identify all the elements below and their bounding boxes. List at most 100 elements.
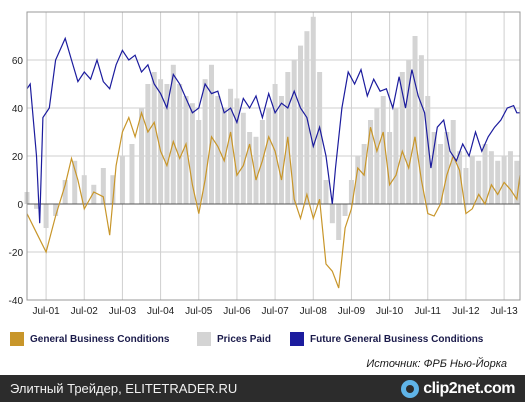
x-tick-label: Jul-02 xyxy=(71,306,99,317)
series-line-general-business-conditions xyxy=(26,110,521,289)
y-tick-label: 60 xyxy=(12,56,24,67)
prices-paid-bar xyxy=(310,16,316,204)
prices-paid-bar xyxy=(431,132,437,204)
prices-paid-bar xyxy=(91,184,97,204)
prices-paid-bar xyxy=(253,136,259,204)
prices-paid-bar xyxy=(53,204,59,216)
prices-paid-bar xyxy=(272,84,278,204)
x-tick-label: Jul-09 xyxy=(338,306,366,317)
x-tick-label: Jul-04 xyxy=(147,306,175,317)
prices-paid-bar xyxy=(406,60,412,204)
chart: -40 -20 0 20 40 60 Jul-01 Jul-02 Jul-03 Jul-04 Jul… xyxy=(9,11,521,317)
prices-paid-bar xyxy=(139,108,145,204)
prices-paid-bar xyxy=(189,103,195,204)
prices-paid-bar xyxy=(110,175,116,204)
prices-paid-bar xyxy=(323,180,329,204)
x-tick-label: Jul-03 xyxy=(109,306,137,317)
prices-paid-bar xyxy=(482,144,488,204)
series-line-future-general-business-conditions xyxy=(26,36,520,224)
prices-paid-bar xyxy=(393,108,399,204)
prices-paid-bar xyxy=(298,45,304,204)
prices-paid-bar xyxy=(208,64,214,204)
prices-paid-bar xyxy=(399,72,405,204)
x-tick-label: Jul-10 xyxy=(376,306,404,317)
x-tick-label: Jul-01 xyxy=(32,306,60,317)
x-tick-label: Jul-12 xyxy=(452,306,480,317)
prices-paid-bar xyxy=(355,156,361,204)
prices-paid-bar xyxy=(151,72,157,204)
prices-paid-bar xyxy=(501,156,507,204)
prices-paid-bar xyxy=(495,160,501,204)
prices-paid-bar xyxy=(317,72,323,204)
footer-bar: Элитный Трейдер, ELITETRADER.RU clip2net… xyxy=(0,375,525,402)
prices-paid-bar xyxy=(183,96,189,204)
x-tick-label: Jul-11 xyxy=(415,306,442,317)
prices-paid-bar xyxy=(425,96,431,204)
prices-paid-bar xyxy=(374,108,380,204)
prices-paid-bar xyxy=(81,175,87,204)
clip2net-logo[interactable]: clip2net.com xyxy=(401,378,515,399)
legend-swatch-gray xyxy=(197,332,211,346)
prices-paid-bar xyxy=(164,84,170,204)
plot-frame xyxy=(26,11,521,301)
y-tick-label: -20 xyxy=(9,248,24,259)
y-tick-label: 0 xyxy=(17,200,23,211)
prices-paid-bar xyxy=(476,160,482,204)
y-tick-label: -40 xyxy=(9,296,24,307)
x-tick-label: Jul-08 xyxy=(300,306,328,317)
clip2net-logo-icon xyxy=(401,379,420,398)
prices-paid-bar xyxy=(119,156,125,204)
prices-paid-bar xyxy=(202,79,208,204)
prices-paid-bar xyxy=(450,120,456,204)
legend-label: Prices Paid xyxy=(217,333,271,345)
x-tick-label: Jul-13 xyxy=(490,306,518,317)
prices-paid-bar xyxy=(278,96,284,204)
legend-item-prices-paid: Prices Paid xyxy=(197,326,271,352)
prices-paid-bar xyxy=(514,160,520,204)
prices-paid-bar xyxy=(507,151,513,204)
prices-paid-bar xyxy=(221,108,227,204)
prices-paid-bar xyxy=(463,168,469,204)
prices-paid-bar xyxy=(368,120,374,204)
y-tick-label: 20 xyxy=(12,152,24,163)
prices-paid-bar xyxy=(72,160,78,204)
prices-paid-bar xyxy=(488,151,494,204)
prices-paid-bar xyxy=(62,180,68,204)
prices-paid-bar xyxy=(177,84,183,204)
prices-paid-bar xyxy=(437,144,443,204)
source-note: Источник: ФРБ Нью-Йорка xyxy=(366,358,507,370)
prices-paid-bar xyxy=(418,55,424,205)
prices-paid-bar xyxy=(228,88,234,204)
legend-label: General Business Conditions xyxy=(30,333,170,345)
prices-paid-bar xyxy=(469,156,475,204)
prices-paid-bar xyxy=(234,98,240,204)
legend-item-general-business-conditions: General Business Conditions xyxy=(10,326,169,352)
legend-swatch-blue xyxy=(290,332,304,346)
prices-paid-bar xyxy=(158,79,164,204)
prices-paid-bar xyxy=(380,96,386,204)
legend: General Business Conditions Prices Paid … xyxy=(0,326,525,352)
x-tick-label: Jul-07 xyxy=(261,306,289,317)
prices-paid-bar xyxy=(100,168,106,204)
prices-paid-bar xyxy=(266,108,272,204)
prices-paid-bar xyxy=(215,96,221,204)
prices-paid-bar xyxy=(412,36,418,204)
prices-paid-bar xyxy=(348,180,354,204)
prices-paid-bar xyxy=(342,204,348,216)
prices-paid-bar xyxy=(240,112,246,204)
prices-paid-bar xyxy=(43,204,49,228)
logo-text: clip2net.com xyxy=(423,379,515,397)
prices-paid-bar xyxy=(196,120,202,204)
prices-paid-bar xyxy=(457,151,463,204)
legend-item-future-general-business-conditions: Future General Business Conditions xyxy=(290,326,483,352)
x-tick-label: Jul-05 xyxy=(185,306,213,317)
prices-paid-bar xyxy=(444,132,450,204)
prices-paid-bar xyxy=(387,132,393,204)
prices-paid-bar xyxy=(170,64,176,204)
prices-paid-bar xyxy=(34,204,40,209)
legend-swatch-gold xyxy=(10,332,24,346)
prices-paid-bar xyxy=(291,60,297,204)
legend-label: Future General Business Conditions xyxy=(310,333,484,345)
prices-paid-bar xyxy=(145,84,151,204)
prices-paid-bar xyxy=(129,144,135,204)
